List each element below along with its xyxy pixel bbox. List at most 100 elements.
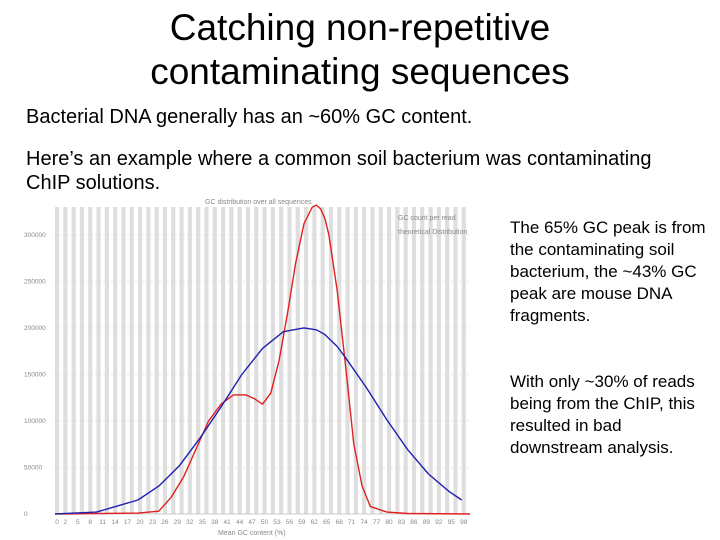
grid-band (179, 207, 184, 514)
grid-band (320, 207, 325, 514)
chart-grid-bands (55, 207, 466, 514)
x-axis-label: Mean GC content (%) (218, 530, 286, 537)
x-tick-label: 80 (385, 519, 393, 526)
legend-entry-theoretical: theoretical Distribution (398, 229, 467, 236)
title-line-1: Catching non-repetitive (169, 7, 551, 48)
grid-band (129, 207, 134, 514)
grid-band (63, 207, 68, 514)
x-tick-label: 53 (273, 519, 281, 526)
y-tick-label: 50000 (24, 464, 42, 471)
grid-band (262, 207, 267, 514)
grid-band (461, 207, 466, 514)
x-tick-label: 56 (286, 519, 294, 526)
y-tick-label: 250000 (24, 278, 46, 285)
chart-series (54, 204, 471, 515)
y-tick-label: 200000 (24, 325, 46, 332)
x-tick-label: 2 (63, 519, 67, 526)
y-tick-label: 300000 (24, 232, 46, 239)
grid-band (287, 207, 292, 514)
grid-band (403, 207, 408, 514)
chart-y-gridlines (55, 234, 470, 468)
x-tick-label: 38 (211, 519, 219, 526)
grid-band (113, 207, 118, 514)
x-tick-label: 83 (398, 519, 406, 526)
grid-band (337, 207, 342, 514)
x-tick-label: 65 (323, 519, 331, 526)
grid-band (420, 207, 425, 514)
x-tick-label: 41 (224, 519, 232, 526)
x-tick-label: 98 (460, 519, 468, 526)
grid-band (237, 207, 242, 514)
grid-band (55, 207, 60, 514)
legend-entry-gc-count: GC count per read (398, 215, 456, 222)
x-tick-label: 77 (373, 519, 381, 526)
grid-band (304, 207, 309, 514)
grid-band (221, 207, 226, 514)
x-tick-label: 71 (348, 519, 356, 526)
side-note-peaks: The 65% GC peak is from the contaminatin… (510, 218, 706, 325)
x-tick-label: 5 (76, 519, 80, 526)
chart-title: GC distribution over all sequences (205, 199, 312, 206)
grid-band (71, 207, 76, 514)
title-line-2: contaminating sequences (150, 51, 570, 92)
grid-band (312, 207, 317, 514)
y-tick-labels: 0 50000 100000 150000 200000 250000 300000 (24, 232, 46, 518)
x-tick-label: 68 (336, 519, 344, 526)
grid-band (196, 207, 201, 514)
grid-band (328, 207, 334, 514)
grid-band (453, 207, 458, 514)
paragraph-gc-content: Bacterial DNA generally has an ~60% GC c… (26, 106, 473, 128)
x-tick-label: 26 (161, 519, 169, 526)
grid-band (96, 207, 101, 514)
series-line-theoretical (54, 327, 463, 515)
x-tick-label: 95 (448, 519, 456, 526)
x-tick-label: 14 (111, 519, 119, 526)
x-tick-label: 44 (236, 519, 244, 526)
grid-band (171, 207, 176, 514)
x-tick-label: 17 (124, 519, 132, 526)
grid-band (88, 207, 93, 514)
x-tick-labels: 0 2 5 8 11 14 17 20 23 26 29 32 35 38 41 44 47 50 53 56 59 62… (55, 519, 468, 526)
y-tick-label: 0 (24, 511, 28, 518)
grid-band (79, 207, 85, 514)
x-tick-label: 8 (88, 519, 92, 526)
grid-band (295, 207, 300, 514)
chart-legend: GC count per read theoretical Distributi… (398, 215, 467, 236)
x-tick-label: 0 (55, 519, 59, 526)
grid-band (121, 207, 126, 514)
x-tick-label: 29 (174, 519, 182, 526)
x-tick-label: 92 (435, 519, 443, 526)
x-tick-label: 74 (360, 519, 368, 526)
slide-title: Catching non-repetitive contaminating se… (60, 6, 660, 94)
grid-band (436, 207, 441, 514)
x-tick-label: 23 (149, 519, 157, 526)
x-tick-label: 32 (186, 519, 194, 526)
paragraph-example: Here’s an example where a common soil ba… (26, 148, 652, 194)
x-tick-label: 47 (248, 519, 256, 526)
grid-band (146, 207, 151, 514)
grid-band (104, 207, 109, 514)
grid-band (279, 207, 284, 514)
grid-band (162, 207, 168, 514)
grid-band (270, 207, 275, 514)
side-note-analysis: With only ~30% of reads being from the C… (510, 372, 695, 457)
grid-band (395, 207, 400, 514)
grid-band (362, 207, 367, 514)
grid-band (212, 207, 217, 514)
x-tick-label: 35 (199, 519, 207, 526)
grid-band (411, 207, 417, 514)
grid-band (370, 207, 375, 514)
x-tick-label: 89 (423, 519, 431, 526)
grid-band (229, 207, 234, 514)
x-tick-label: 20 (136, 519, 144, 526)
series-line-gc-count (54, 204, 471, 515)
x-tick-label: 59 (298, 519, 306, 526)
x-tick-label: 62 (311, 519, 319, 526)
grid-band (353, 207, 358, 514)
x-tick-label: 86 (410, 519, 418, 526)
grid-band (378, 207, 383, 514)
x-tick-label: 11 (99, 519, 106, 526)
grid-band (187, 207, 192, 514)
grid-band (138, 207, 143, 514)
